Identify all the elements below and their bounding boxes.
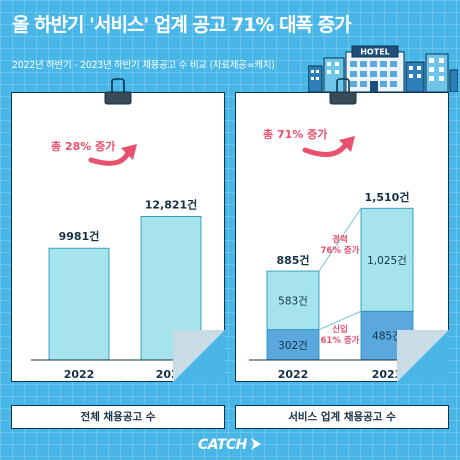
bar-total-label: 1,510건 xyxy=(365,190,410,204)
bar-value-label: 9981건 xyxy=(59,229,100,243)
page-curl xyxy=(173,330,225,382)
x-tick-label: 2022 xyxy=(64,368,95,381)
segment-annotation-upper: 76% 증가 xyxy=(321,245,360,256)
page-title: 올 하반기 '서비스' 업계 공고 71% 대폭 증가 xyxy=(12,14,352,36)
stacked-bar-segment-2023 xyxy=(360,207,414,312)
catch-logo: CATCH xyxy=(198,437,247,453)
chart-caption-service: 서비스 업계 채용공고 수 xyxy=(235,405,449,429)
bar-value-label: 12,821건 xyxy=(145,197,198,211)
growth-arrow-icon xyxy=(302,139,350,157)
chart-panel-service: 302건 583건 885건 2022 485건 1,025건 1,510건 2023 경력 76… xyxy=(235,92,449,382)
hotel-illustration: HOTEL xyxy=(308,45,458,92)
segment-annotation-lower: 신입 xyxy=(332,324,348,335)
stacked-bar-segment-2022 xyxy=(266,329,320,361)
service-postings-chart: 302건 583건 885건 2022 485건 1,025건 1,510건 2023 경력76… xyxy=(249,127,435,381)
page-curl xyxy=(397,330,449,382)
x-tick-label: 2022 xyxy=(278,368,309,381)
chart-panel-total: 9981건 2022 12,821건 2023 총 28% 증가 xyxy=(11,92,225,382)
stacked-bar-segment-2022 xyxy=(266,270,320,331)
binder-clip-icon xyxy=(329,78,357,105)
page-subtitle: 2022년 하반기 - 2023년 하반기 채용공고 수 비교 (자료제공=캐치… xyxy=(12,60,275,71)
x-tick-label: 2023 xyxy=(372,368,403,381)
segment-value-label: 1,025건 xyxy=(367,255,407,267)
segment-value-label: 485건 xyxy=(372,331,402,343)
logo-arrow-icon xyxy=(251,438,261,450)
growth-arrow-head-icon xyxy=(339,136,355,152)
connector-line xyxy=(318,310,362,331)
segment-annotation-upper: 경력 xyxy=(332,234,348,245)
bar-total-label: 885건 xyxy=(276,253,309,267)
segment-value-label: 583건 xyxy=(278,295,308,307)
binder-clip-icon xyxy=(104,78,132,105)
chart-caption-total: 전체 채용공고 수 xyxy=(11,405,225,429)
hotel-sign-text: HOTEL xyxy=(360,48,390,57)
connector-line xyxy=(318,207,362,272)
segment-annotation-lower: 61% 증가 xyxy=(321,335,360,346)
growth-arrow-head-icon xyxy=(121,144,137,160)
segment-value-label: 302건 xyxy=(278,340,308,352)
increase-annotation: 총 71% 증가 xyxy=(263,127,327,141)
increase-annotation: 총 28% 증가 xyxy=(51,139,115,153)
bar-2022 xyxy=(48,247,110,361)
